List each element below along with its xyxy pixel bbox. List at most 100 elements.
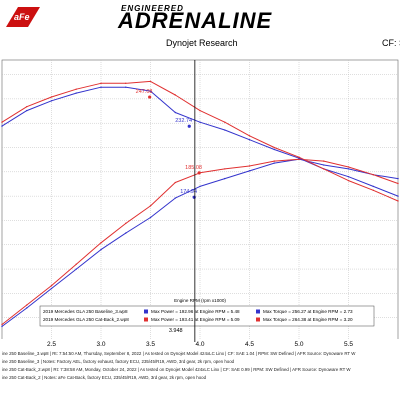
header-banner: aFe ENGINEERED ADRENALINE [0,0,400,34]
x-tick-label: 3.5 [146,341,155,348]
data-point [50,96,53,98]
data-point [199,121,201,123]
data-point [323,164,325,166]
legend-swatch [144,309,148,314]
data-point [372,185,374,188]
cursor-value-label: 3.948 [169,328,183,334]
data-point [199,109,201,112]
data-point [100,86,102,88]
data-point [100,248,102,251]
peak-value-label: 247.08 [136,89,153,95]
data-point [125,232,127,234]
data-point [26,307,28,309]
data-point [273,146,275,149]
x-tick-label: 2.5 [47,341,56,348]
data-point [50,100,53,102]
data-point [1,325,3,328]
page-title: ADRENALINE [118,8,273,33]
data-point [224,121,226,123]
x-tick-label: 4.0 [195,341,204,348]
x-tick-label: 4.5 [245,341,254,348]
legend-max-power: Max Power = 193.41 at Engine RPM = 5.09 [151,317,240,322]
data-point [174,181,176,184]
legend-max-torque: Max Torque = 256.27 at Engine RPM = 2.73 [263,309,353,314]
run-info-line: ine 250 Baseline_3.wp8 | Rt: 7:54:50 AM,… [2,351,356,356]
run-info-line: ine 250 Cat-Back_2 | Notes: aFe Cat-Back… [2,375,207,380]
data-point [397,195,399,197]
afe-power-logo: aFe [6,7,40,27]
data-point [248,135,251,137]
data-point [125,86,127,88]
x-tick-label: 3.0 [96,341,105,348]
data-point [149,90,152,92]
data-point [149,80,152,83]
run-info-panel: ine 250 Baseline_3.wp8 | Rt: 7:54:50 AM,… [0,348,400,400]
data-point [26,109,28,112]
dyno-chart[interactable]: 247.08 232.74 185.08 174.94 3.948 2019 Merce… [0,50,400,348]
data-point [26,304,28,306]
legend-swatch [256,317,260,322]
x-ticks: 2.5 3.0 3.5 4.0 4.5 5.0 5.5 Engine RPM (rpm x10… [0,298,400,348]
data-point [347,175,350,178]
data-point [347,166,350,168]
data-point [248,165,251,167]
data-point [273,160,275,162]
data-point [298,156,300,158]
data-point [372,174,374,176]
data-point [149,205,152,207]
data-point [174,197,176,199]
run-info-line: ine 250 Baseline_3 | Notes: Factory AEL,… [2,359,235,364]
data-point [224,177,226,180]
data-point [273,148,275,151]
x-axis-band [0,339,400,348]
peak-marker [197,171,201,175]
x-axis-label: Engine RPM (rpm x1000) [174,298,226,303]
legend-file-name: 2019 Mercedes GLA 250 Cat-Back_2.wp8 [43,317,129,322]
run-info-line: ine 250 Cat-Back_2.wp8 | Rt: 7:38:58 AM,… [2,367,351,372]
data-point [347,168,350,170]
legend-swatch [144,317,148,322]
data-point [50,284,53,287]
legend-swatch [256,309,260,314]
peak-value-label: 174.94 [180,189,197,195]
legend-box [39,305,375,327]
legend-file-name: 2019 Mercedes GLA 250 Baseline_3.wp8 [43,309,128,314]
data-point [50,287,53,290]
x-tick-label: 5.5 [344,341,353,348]
data-point [1,323,3,326]
data-point [248,170,251,172]
data-point [323,168,325,170]
correction-factor: CF: SA [382,38,400,48]
data-point [397,177,399,180]
svg-text:aFe: aFe [14,12,30,22]
data-point [248,139,251,141]
peak-marker [148,95,152,99]
chart-subtitle: Dynojet Research [166,38,238,48]
data-point [75,268,77,270]
peak-marker [192,195,196,199]
data-point [397,182,399,185]
data-point [323,160,325,162]
legend-max-power: Max Power = 192.96 at Engine RPM = 5.48 [151,309,240,314]
legend-max-torque: Max Torque = 264.38 at Engine RPM = 3.20 [263,317,353,322]
data-point [75,92,77,94]
data-point [100,242,102,244]
x-tick-label: 5.0 [294,341,303,348]
data-point [174,111,176,114]
data-point [100,82,102,85]
legend: 2019 Mercedes GLA 250 Baseline_3.wp8 Max … [39,305,375,327]
data-point [1,125,3,127]
data-point [75,263,77,265]
tagline: ENGINEERED [121,4,184,13]
data-point [75,88,77,90]
data-point [273,162,275,164]
peak-value-label: 185.08 [185,165,202,171]
data-point [125,82,127,85]
data-point [125,222,127,225]
data-point [174,94,176,96]
peak-marker [187,124,191,128]
data-point [224,168,226,170]
data-point [1,121,3,123]
data-point [26,105,28,108]
peak-value-label: 232.74 [175,118,192,124]
